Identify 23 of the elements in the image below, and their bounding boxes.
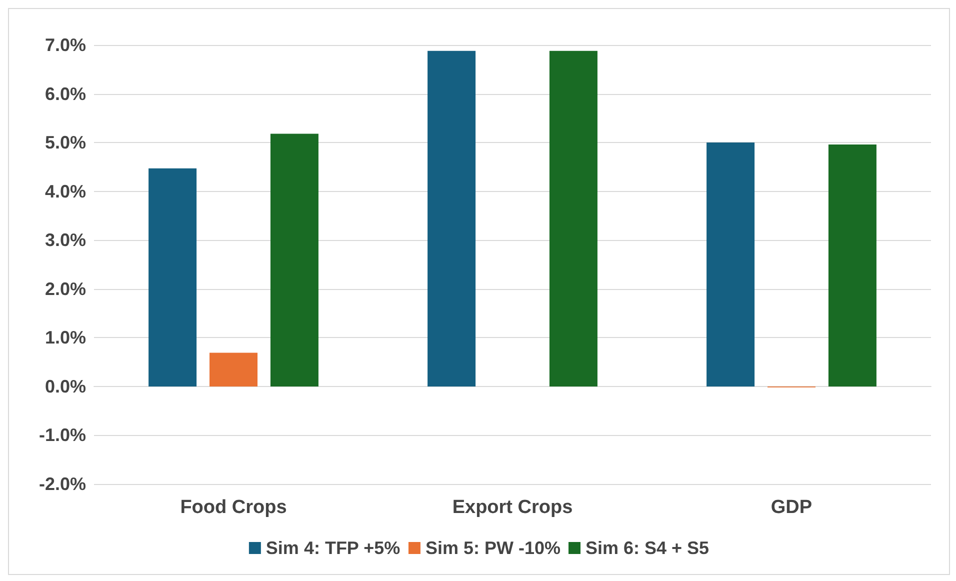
bar [210, 352, 258, 386]
y-tick-label: -1.0% [38, 425, 86, 446]
y-tick-label: 4.0% [44, 181, 86, 202]
y-tick-label: 7.0% [44, 35, 86, 55]
bar [428, 50, 476, 386]
y-tick-label: 5.0% [44, 132, 86, 153]
legend-label: Sim 4: TFP +5% [266, 538, 400, 558]
y-tick-label: 2.0% [44, 278, 86, 299]
x-tick-label: GDP [770, 497, 812, 518]
legend-label: Sim 6: S4 + S5 [586, 538, 710, 558]
y-tick-label: 0.0% [44, 376, 86, 396]
bar [706, 142, 755, 386]
bar [148, 168, 197, 386]
legend-label: Sim 5: PW -10% [425, 538, 561, 558]
bar [549, 50, 598, 386]
y-tick-label: -2.0% [38, 474, 86, 494]
y-tick-label: 1.0% [44, 328, 86, 348]
y-tick-label: 6.0% [44, 84, 86, 104]
x-tick-label: Export Crops [452, 497, 573, 518]
bar [270, 134, 318, 386]
y-tick-label: 3.0% [44, 230, 86, 250]
bar [828, 144, 876, 386]
x-tick-label: Food Crops [180, 497, 287, 518]
